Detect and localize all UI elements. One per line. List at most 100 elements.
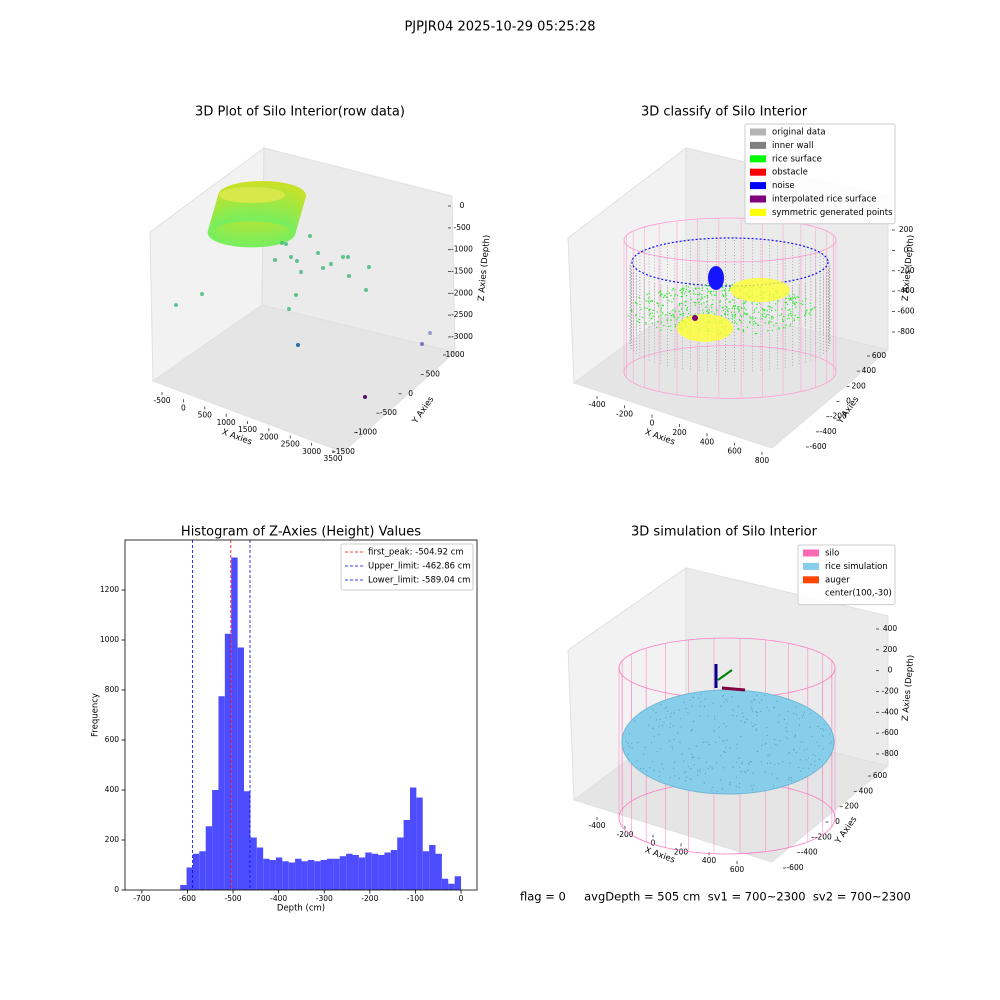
rice-mesh xyxy=(766,734,768,737)
rice-mesh xyxy=(670,723,672,725)
histogram-bar xyxy=(288,862,296,890)
rice-mesh xyxy=(659,748,661,750)
rice-point xyxy=(787,315,790,317)
noise-ring xyxy=(631,237,829,287)
rice-point xyxy=(635,302,637,304)
rice-point xyxy=(774,309,777,311)
histogram-bar xyxy=(199,851,206,890)
rice-mesh xyxy=(721,740,724,742)
rice-point xyxy=(693,284,696,286)
legend-label: rice surface xyxy=(772,154,822,164)
rice-point xyxy=(805,313,807,315)
rice-point xyxy=(788,313,790,315)
rice-mesh xyxy=(725,725,727,727)
rice-mesh xyxy=(671,745,673,748)
rice-mesh xyxy=(786,723,788,725)
rice-point xyxy=(755,322,757,325)
rice-mesh xyxy=(807,757,810,759)
scatter-point xyxy=(295,259,299,263)
rice-mesh xyxy=(673,761,676,763)
scatter-point xyxy=(329,262,333,266)
rice-point xyxy=(689,290,691,292)
histogram-bar xyxy=(429,845,436,890)
x-axis-label: Depth (cm) xyxy=(277,904,325,914)
rice-point xyxy=(789,325,791,327)
rice-point xyxy=(666,319,668,321)
rice-point xyxy=(785,324,787,326)
rice-point xyxy=(682,314,684,317)
rice-point xyxy=(766,310,768,312)
scatter-point xyxy=(363,395,367,399)
auger xyxy=(721,686,746,692)
x-tick-label: -500 xyxy=(153,396,170,405)
rice-mesh xyxy=(795,751,798,754)
rice-mesh xyxy=(744,772,746,774)
legend-label: center(100,-30) xyxy=(825,589,892,599)
histogram-bar xyxy=(454,876,462,890)
rice-mesh xyxy=(811,735,813,737)
rice-point xyxy=(721,306,724,309)
rice-mesh xyxy=(756,714,758,717)
rice-point xyxy=(680,296,682,298)
rice-mesh xyxy=(818,745,820,747)
rice-mesh xyxy=(736,743,738,745)
rice-point xyxy=(683,293,685,295)
rice-mesh xyxy=(673,712,675,714)
scatter-point xyxy=(346,255,350,259)
rice-mesh xyxy=(765,742,767,744)
rice-mesh xyxy=(679,718,681,720)
rice-point xyxy=(763,312,765,315)
chart-title: Histogram of Z-Axies (Height) Values xyxy=(181,525,421,540)
x-tick-label: -300 xyxy=(316,894,333,903)
rice-mesh xyxy=(812,753,814,756)
y-tick-label: 500 xyxy=(426,369,441,378)
rice-point xyxy=(738,328,740,330)
rice-point xyxy=(787,309,789,311)
z-tick-label: 400 xyxy=(883,624,898,633)
rice-point xyxy=(743,312,746,314)
rice-mesh xyxy=(700,693,702,695)
rice-point xyxy=(680,302,682,305)
histogram-bar xyxy=(250,837,257,890)
rice-mesh xyxy=(793,749,795,751)
rice-mesh xyxy=(732,766,734,768)
rice-mesh xyxy=(729,783,731,785)
rice-mesh xyxy=(691,729,693,731)
rice-mesh xyxy=(814,760,816,762)
legend-label: obstacle xyxy=(772,168,808,178)
point-cloud-ring xyxy=(219,187,285,203)
rice-mesh xyxy=(693,764,695,766)
rice-mesh xyxy=(747,769,749,771)
histogram-bar xyxy=(326,858,334,890)
z-tick-label: 200 xyxy=(883,645,898,654)
rice-mesh xyxy=(755,729,757,731)
rice-point xyxy=(793,319,796,322)
rice-mesh xyxy=(809,726,811,728)
x-tick-label: 3000 xyxy=(302,447,321,456)
rice-mesh xyxy=(719,755,722,757)
rice-mesh xyxy=(681,753,683,755)
rice-point xyxy=(630,310,633,312)
rice-point xyxy=(792,297,794,299)
rice-point xyxy=(651,300,653,302)
rice-point xyxy=(757,311,760,313)
histogram-bar xyxy=(371,853,379,890)
rice-mesh xyxy=(723,723,725,725)
rice-point xyxy=(742,329,745,331)
rice-mesh xyxy=(773,785,775,787)
rice-mesh xyxy=(789,762,791,764)
rice-mesh xyxy=(649,716,651,718)
rice-point xyxy=(660,310,662,312)
rice-point xyxy=(775,322,777,325)
rice-point xyxy=(725,283,727,286)
y-tick-label: 1000 xyxy=(445,350,464,359)
rice-point xyxy=(652,315,654,317)
rice-point xyxy=(651,317,653,320)
rice-point xyxy=(676,319,678,321)
rice-mesh xyxy=(823,724,825,726)
rice-mesh xyxy=(656,750,658,753)
histogram-bar xyxy=(237,647,245,890)
histogram-bar xyxy=(365,852,372,890)
scatter-point xyxy=(273,258,277,262)
rice-mesh xyxy=(777,721,780,723)
